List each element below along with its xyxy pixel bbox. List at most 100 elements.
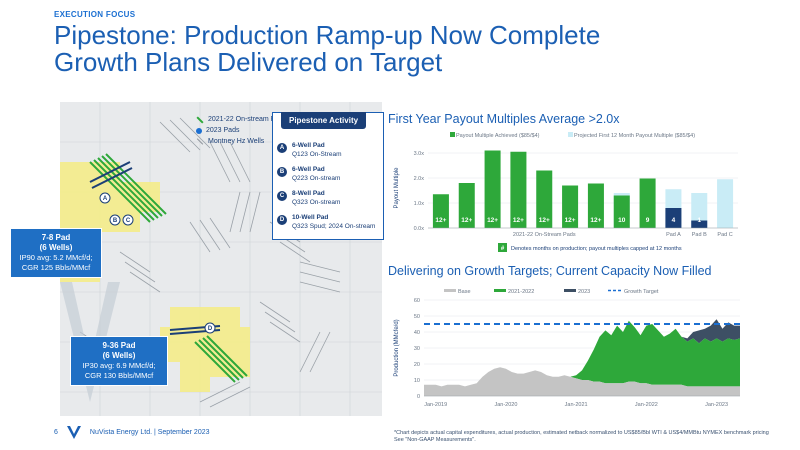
bar-label: 12+ [565,217,576,224]
y-axis-label: Production (MMcfe/d) [394,319,400,376]
chart2-title: Delivering on Growth Targets; Current Ca… [388,264,712,278]
note-text: Denotes months on production; payout mul… [511,246,682,252]
pipestone-activity-panel: Pipestone Activity A 6-Well Pad Q123 On-S… [272,112,384,240]
activity-item: B 6-Well Pad Q223 On-stream [277,165,340,183]
gray-line-icon [196,138,204,145]
callout-7-8-pad: 7-8 Pad (6 Wells) IP90 avg: 5.2 MMcf/d; … [10,228,102,278]
map-legend-label: 2021-22 On-stream Pads [208,116,287,123]
x-tick-label: Jan-2022 [635,402,658,408]
bar-achieved [639,178,656,228]
bar-projected [717,179,734,228]
bar-projected [691,193,708,228]
map-legend-item: Montney Hz Wells [196,136,287,147]
legend-label: Payout Multiple Achieved ($85/$4) [456,133,540,139]
map-label-a: A [103,196,108,202]
bar-achieved [587,183,604,228]
bar-achieved [613,195,630,228]
map-label-d: D [208,326,213,332]
legend-label: Projected First 12 Month Payout Multiple… [574,133,695,139]
activity-item: C 8-Well Pad Q323 On-stream [277,189,340,207]
callout-title: 9-36 Pad [102,341,136,350]
footer: 6 NuVista Energy Ltd. | September 2023 [54,424,210,440]
blue-dot-icon [196,127,202,134]
callout-wells: (6 Wells) [39,243,73,252]
map-legend-label: 2023 Pads [206,127,240,134]
x-tick-label: Jan-2019 [424,402,447,408]
bar-achieved [510,151,527,228]
badge-a: A [277,143,287,153]
map-legend-label: Montney Hz Wells [208,138,265,145]
bar-achieved [536,170,553,228]
payout-multiple-chart: Payout Multiple Achieved ($85/$4) Project… [394,132,738,252]
y-tick-label: 40 [414,330,420,336]
y-tick-label: 50 [414,314,420,320]
callout-line: CGR 125 Bbls/MMcf [21,263,91,272]
footnote-line: See "Non-GAAP Measurements". [394,437,476,443]
x-tick-label: Jan-2021 [565,402,588,408]
y-tick-label: 20 [414,362,420,368]
callout-wells: (6 Wells) [102,351,136,360]
callout-line: IP30 avg: 6.9 MMcf/d; [82,361,156,370]
y-tick-label: 2.0x [414,176,425,182]
x-tick-label: Jan-2023 [705,402,728,408]
x-tick-label: Pad A [666,232,681,238]
company-label: NuVista Energy Ltd. | September 2023 [89,428,210,436]
bar-label: 12+ [461,217,472,224]
footnote: *Chart depicts actual capital expenditur… [394,430,796,444]
y-tick-label: 3.0x [414,151,425,157]
legend-label: Growth Target [624,289,659,295]
legend-swatch [564,289,576,292]
x-tick-label: Pad C [717,232,732,238]
callout-line: IP90 avg: 5.2 MMcf/d; [19,253,93,262]
bar-achieved [665,208,682,228]
badge-c: C [277,191,287,201]
bar-label: 12+ [590,217,601,224]
bar-achieved [484,150,501,228]
callout-title: 7-8 Pad [41,233,71,242]
map-legend-item: 2021-22 On-stream Pads [196,114,287,125]
bar-label: 4 [672,217,676,224]
bar-achieved [432,194,449,228]
legend-swatch [444,289,456,292]
group-label: 2021-22 On-Stream Pads [513,232,576,238]
activity-header: Pipestone Activity [281,112,367,129]
section-label: EXECUTION FOCUS [54,10,136,19]
activity-item: D 10-Well Pad Q323 Spud; 2024 On-stream [277,213,375,231]
bar-label: 10 [618,217,626,224]
page-title-line2: Growth Plans Delivered on Target [54,47,443,77]
note-badge-bg [498,243,507,252]
activity-item-title: 8-Well Pad [292,190,325,197]
note-badge: # [501,246,505,252]
legend-swatch [494,289,506,292]
footnote-line: *Chart depicts actual capital expenditur… [394,430,769,436]
bar-label: 9 [646,217,650,224]
area-base [424,367,740,396]
page-title-line1: Pipestone: Production Ramp-up Now Comple… [54,20,601,50]
activity-item-title: 6-Well Pad [292,166,325,173]
bar-label: 1 [697,217,701,224]
bar-achieved [458,183,475,228]
page-number: 6 [54,428,58,436]
legend-swatch [450,132,455,137]
x-tick-label: Jan-2020 [494,402,517,408]
bar-achieved [691,220,708,228]
bar-achieved [562,185,579,228]
map-legend: 2021-22 On-stream Pads 2023 Pads Montney… [196,114,287,147]
y-tick-label: 1.0x [414,201,425,207]
activity-item: A 6-Well Pad Q123 On-Stream [277,141,342,159]
legend-label: 2021-2022 [508,289,534,295]
page-title: Pipestone: Production Ramp-up Now Comple… [54,22,654,76]
area-2021-2022 [424,320,740,387]
activity-item-title: 6-Well Pad [292,142,325,149]
activity-item-sub: Q223 On-stream [292,175,341,182]
legend-swatch [568,132,573,137]
y-tick-label: 0 [417,394,420,400]
nuvista-logo-icon [66,426,81,439]
bar-label: 12+ [435,217,446,224]
bar-label: 12+ [513,217,524,224]
chart1-title: First Year Payout Multiples Average >2.0… [388,112,620,126]
y-axis-label: Payout Multiple [394,167,400,209]
badge-b: B [277,167,287,177]
map-label-b: B [113,218,118,224]
callout-line: CGR 130 Bbls/MMcf [84,371,154,380]
